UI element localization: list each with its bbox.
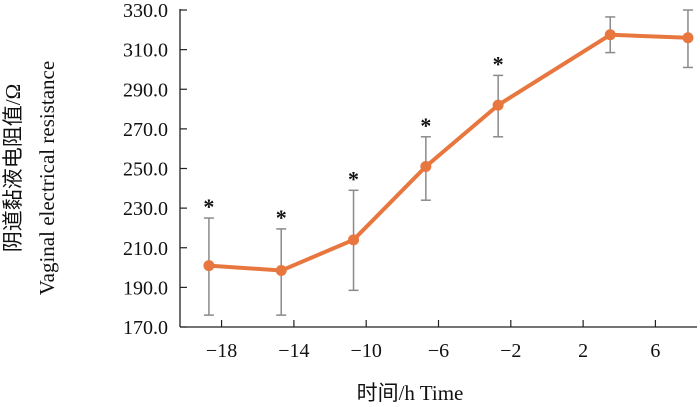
- y-tick-label: 330.0: [123, 0, 168, 22]
- significance-star: *: [493, 51, 504, 76]
- y-axis-title-en: Vaginal electrical resistance: [35, 61, 59, 295]
- data-point: [682, 32, 694, 44]
- y-tick-label: 270.0: [123, 119, 168, 141]
- tick-marks: [180, 9, 657, 328]
- x-tick-label: −10: [351, 340, 382, 362]
- data-point: [348, 234, 360, 246]
- y-tick-label: 210.0: [123, 238, 168, 260]
- data-point: [604, 29, 616, 41]
- significance-star: *: [203, 194, 214, 219]
- x-axis-title: 时间/h Time: [357, 381, 464, 405]
- x-tick-label: 6: [650, 340, 660, 362]
- data-point: [492, 99, 504, 111]
- significance-star: *: [348, 166, 359, 191]
- y-tick-label: 190.0: [123, 277, 168, 299]
- significance-star: *: [276, 205, 287, 230]
- data-point: [420, 161, 432, 173]
- y-tick-label: 250.0: [123, 159, 168, 181]
- data-points: [203, 29, 694, 277]
- y-axis-title-cn: 阴道黏液电阻值/Ω: [1, 84, 25, 252]
- data-point: [275, 265, 287, 277]
- x-tick-label: 2: [578, 340, 588, 362]
- tick-labels: 170.0 190.0 210.0 230.0 250.0 270.0 290.0 310.0…: [123, 0, 660, 362]
- x-tick-label: −6: [428, 340, 449, 362]
- y-tick-label: 170.0: [123, 317, 168, 339]
- y-tick-label: 310.0: [123, 40, 168, 62]
- significance-star: *: [420, 113, 431, 138]
- significance-stars: * * * * *: [203, 51, 503, 230]
- x-tick-label: −2: [500, 340, 521, 362]
- x-tick-label: −14: [278, 340, 309, 362]
- data-point: [203, 260, 215, 272]
- y-tick-label: 290.0: [123, 79, 168, 101]
- x-tick-label: −18: [206, 340, 237, 362]
- y-tick-label: 230.0: [123, 198, 168, 220]
